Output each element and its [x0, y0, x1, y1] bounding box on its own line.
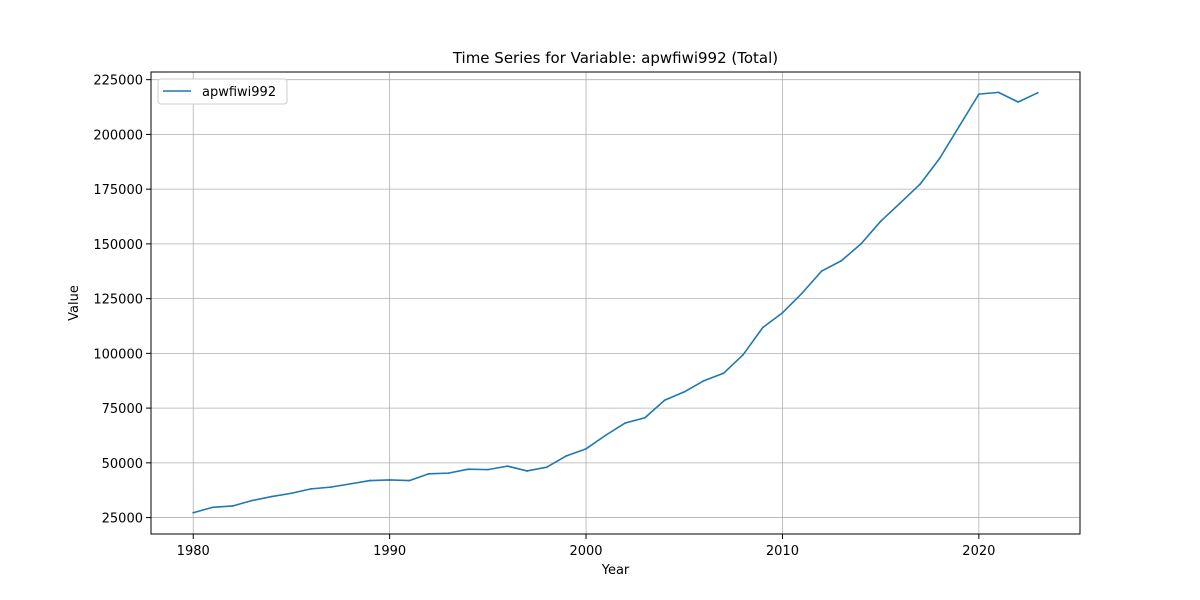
data-point [860, 242, 862, 245]
legend-entry-label: apwfiwi992 [202, 85, 276, 100]
legend-box [157, 78, 288, 105]
data-point [526, 470, 529, 472]
y-tick-label: 225000 [93, 74, 143, 89]
x-tick-label: 1980 [177, 544, 210, 559]
plot-frame [150, 71, 1081, 535]
data-point [840, 259, 843, 262]
x-tick-label: 2000 [569, 544, 602, 559]
data-point [1036, 91, 1039, 94]
data-point [428, 472, 430, 475]
data-point [349, 482, 352, 485]
data-point [919, 183, 921, 186]
y-tick-label: 200000 [93, 128, 143, 143]
y-axis-ticks: 25000 50000 75000 100000 125000 150000 175000 2… [93, 74, 151, 527]
data-point [506, 465, 509, 468]
y-axis-label: Value [67, 285, 82, 321]
y-tick-label: 75000 [102, 402, 143, 417]
grid [151, 72, 1080, 534]
data-point [310, 487, 312, 490]
data-point [388, 479, 391, 481]
data-point [958, 125, 961, 128]
data-point [997, 91, 1000, 94]
y-tick-label: 100000 [93, 347, 143, 362]
data-point [820, 270, 823, 272]
data-point [290, 492, 293, 495]
data-point [663, 399, 666, 402]
data-point [977, 93, 980, 96]
data-point [585, 447, 587, 450]
data-point [192, 511, 195, 514]
data-point [211, 506, 214, 509]
data-point [644, 416, 646, 419]
data-point [781, 311, 784, 314]
data-point [231, 505, 234, 507]
data-point [329, 486, 332, 489]
data-point [938, 157, 941, 160]
data-point [702, 379, 705, 382]
y-tick-label: 150000 [93, 238, 143, 253]
y-tick-label: 125000 [93, 293, 143, 308]
x-tick-label: 2020 [962, 544, 995, 559]
data-point [447, 472, 450, 475]
data-point [879, 220, 882, 223]
chart-title: Time Series for Variable: apwfiwi992 (To… [452, 49, 778, 67]
data-point [369, 479, 371, 482]
x-axis-label: Year [601, 563, 630, 578]
y-tick-label: 50000 [102, 457, 143, 472]
data-point [899, 202, 902, 204]
data-point [545, 466, 548, 469]
data-point [624, 422, 627, 424]
data-point [742, 353, 745, 356]
x-axis-ticks: 1980 1990 2000 2010 2020 [177, 534, 995, 559]
data-point [683, 391, 686, 393]
data-point [722, 372, 725, 375]
x-tick-label: 1990 [373, 544, 406, 559]
legend: apwfiwi992 [157, 78, 288, 105]
data-point [251, 499, 254, 502]
data-point [408, 479, 411, 482]
y-tick-label: 25000 [102, 512, 143, 527]
series-line [193, 91, 1039, 514]
data-point [604, 434, 607, 437]
data-point [1017, 101, 1020, 103]
data-point [467, 468, 470, 471]
x-tick-label: 2010 [766, 544, 799, 559]
data-point [270, 495, 273, 498]
y-tick-label: 175000 [93, 183, 143, 198]
data-point [761, 326, 764, 329]
data-point [565, 454, 568, 457]
series-layer [192, 91, 1039, 514]
data-point [801, 292, 803, 295]
data-point [486, 468, 489, 471]
